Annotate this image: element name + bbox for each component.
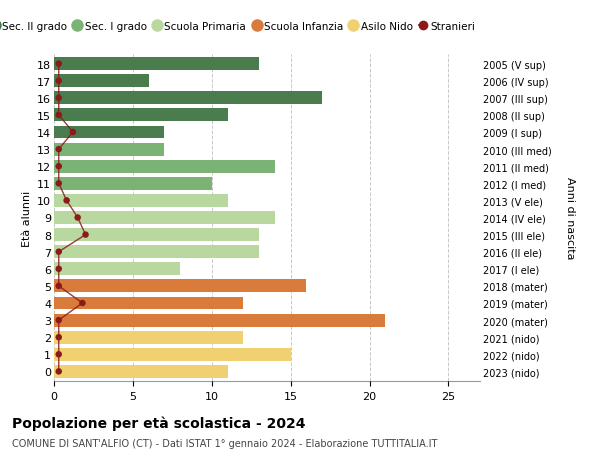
Point: [62, 197, 71, 205]
Point: [81, 231, 91, 239]
Bar: [54, 348, 290, 361]
Point: [77, 300, 87, 307]
Bar: [54, 297, 244, 310]
Point: [54, 163, 64, 170]
Point: [54, 78, 64, 85]
Point: [54, 112, 64, 119]
Bar: [54, 229, 259, 241]
Bar: [54, 126, 164, 139]
Bar: [54, 331, 244, 344]
Bar: [54, 58, 259, 71]
Bar: [54, 195, 227, 207]
Point: [54, 180, 64, 188]
Point: [73, 214, 82, 222]
Point: [54, 351, 64, 358]
Bar: [54, 143, 164, 156]
Point: [54, 334, 64, 341]
Bar: [54, 263, 180, 275]
Bar: [54, 314, 385, 327]
Point: [68, 129, 78, 136]
Bar: [54, 365, 227, 378]
Point: [54, 368, 64, 375]
Text: Popolazione per età scolastica - 2024: Popolazione per età scolastica - 2024: [12, 415, 305, 430]
Point: [54, 248, 64, 256]
Bar: [54, 178, 212, 190]
Y-axis label: Anni di nascita: Anni di nascita: [565, 177, 575, 259]
Point: [54, 146, 64, 153]
Bar: [54, 92, 322, 105]
Bar: [54, 246, 259, 258]
Bar: [54, 161, 275, 173]
Y-axis label: Età alunni: Età alunni: [22, 190, 32, 246]
Point: [54, 283, 64, 290]
Bar: [54, 109, 227, 122]
Point: [54, 95, 64, 102]
Bar: [54, 212, 275, 224]
Bar: [54, 75, 149, 88]
Bar: [54, 280, 307, 293]
Legend: Sec. II grado, Sec. I grado, Scuola Primaria, Scuola Infanzia, Asilo Nido, Stran: Sec. II grado, Sec. I grado, Scuola Prim…: [0, 18, 479, 36]
Point: [54, 266, 64, 273]
Point: [54, 317, 64, 324]
Text: COMUNE DI SANT'ALFIO (CT) - Dati ISTAT 1° gennaio 2024 - Elaborazione TUTTITALIA: COMUNE DI SANT'ALFIO (CT) - Dati ISTAT 1…: [12, 438, 437, 448]
Point: [54, 61, 64, 68]
